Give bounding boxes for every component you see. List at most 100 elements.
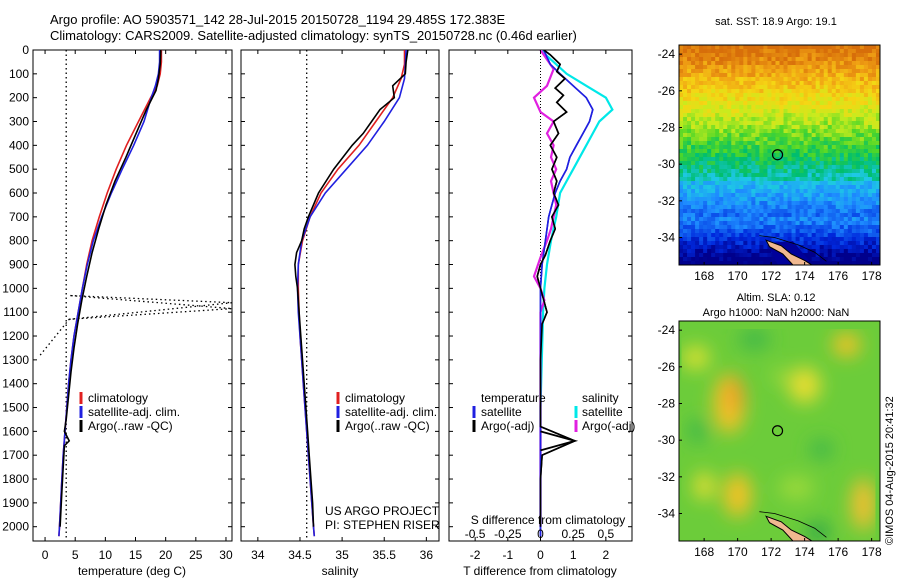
sst-cell (851, 113, 857, 118)
sst-cell (699, 217, 704, 222)
sst-cell (743, 93, 748, 98)
sla-map-title: Altim. SLA: 0.12 (737, 292, 816, 304)
sst-cell (775, 65, 780, 70)
sst-cell (819, 233, 825, 238)
sst-cell (763, 65, 768, 70)
sst-cell (715, 237, 720, 242)
sst-cell (811, 141, 817, 146)
sst-cell (751, 117, 756, 122)
sst-cell (683, 97, 688, 102)
sst-cell (727, 181, 732, 186)
sst-cell (811, 237, 817, 242)
sst-cell (819, 65, 825, 70)
sst-cell (859, 173, 865, 178)
sst-cell (683, 53, 688, 58)
sst-cell (815, 221, 821, 226)
sst-cell (807, 89, 813, 94)
sst-cell (815, 181, 821, 186)
sst-cell (711, 73, 716, 78)
sst-cell (811, 101, 817, 106)
sst-cell (715, 161, 720, 166)
sst-cell (767, 97, 772, 102)
sst-cell (863, 89, 869, 94)
sst-cell (811, 57, 817, 62)
sst-cell (695, 229, 700, 234)
sst-cell (723, 69, 728, 74)
sst-cell (775, 61, 780, 66)
sst-cell (687, 213, 692, 218)
sst-cell (683, 57, 688, 62)
sst-cell (755, 73, 760, 78)
sst-cell (711, 201, 716, 206)
sst-cell (839, 225, 845, 230)
map-x-tick-label: 168 (694, 545, 714, 559)
sst-cell (703, 205, 708, 210)
sst-cell (835, 125, 841, 130)
sst-cell (703, 189, 708, 194)
sst-cell (811, 53, 817, 58)
sst-cell (763, 205, 768, 210)
sst-cell (823, 89, 829, 94)
sst-cell (815, 145, 821, 150)
sst-cell (715, 93, 720, 98)
sst-cell (791, 81, 796, 86)
sst-cell (695, 241, 700, 246)
sst-cell (763, 229, 768, 234)
sst-cell (739, 81, 744, 86)
sst-cell (735, 113, 740, 118)
x-tick-label: 15 (129, 548, 143, 562)
sst-cell (751, 101, 756, 106)
map-y-tick-label: -26 (658, 84, 676, 98)
sst-cell (831, 217, 837, 222)
sst-cell (747, 129, 752, 134)
sst-cell (759, 117, 764, 122)
sst-cell (871, 257, 877, 262)
sst-cell (739, 77, 744, 82)
sst-cell (831, 161, 837, 166)
sst-cell (775, 153, 780, 158)
sst-cell (687, 245, 692, 250)
sst-cell (855, 189, 861, 194)
sst-cell (787, 165, 792, 170)
sst-cell (727, 141, 732, 146)
sst-cell (799, 165, 805, 170)
sst-cell (843, 193, 849, 198)
sst-cell (695, 225, 700, 230)
sst-map: 168 170 172 174 176 178-24-26-28-30-32-34 (658, 44, 882, 283)
sst-cell (831, 129, 837, 134)
sst-cell (791, 45, 796, 50)
sst-cell (815, 253, 821, 258)
sst-cell (727, 121, 732, 126)
sst-cell (815, 89, 821, 94)
sst-cell (839, 133, 845, 138)
sst-cell (727, 61, 732, 66)
sst-cell (747, 101, 752, 106)
sst-cell (815, 213, 821, 218)
sst-cell (707, 89, 712, 94)
legend-label-s-argo: Argo(-adj) (582, 419, 635, 433)
sst-cell (687, 137, 692, 142)
sst-cell (735, 129, 740, 134)
sst-cell (771, 153, 776, 158)
sst-cell (863, 197, 869, 202)
sst-cell (795, 209, 800, 214)
sst-cell (799, 141, 805, 146)
sst-cell (743, 89, 748, 94)
sst-cell (823, 141, 829, 146)
sst-cell (711, 113, 716, 118)
sst-cell (855, 229, 861, 234)
temperature-legend: climatology satellite-adj. clim. Argo(..… (79, 391, 180, 433)
sst-cell (871, 121, 877, 126)
sst-cell (831, 93, 837, 98)
sst-cell (735, 221, 740, 226)
sst-cell (747, 109, 752, 114)
sst-cell (791, 101, 796, 106)
sst-cell (731, 253, 736, 258)
sst-cell (683, 137, 688, 142)
sst-cell (715, 233, 720, 238)
sst-cell (795, 105, 800, 110)
sst-cell (823, 201, 829, 206)
sst-cell (823, 205, 829, 210)
sst-cell (695, 137, 700, 142)
sst-cell (779, 193, 784, 198)
